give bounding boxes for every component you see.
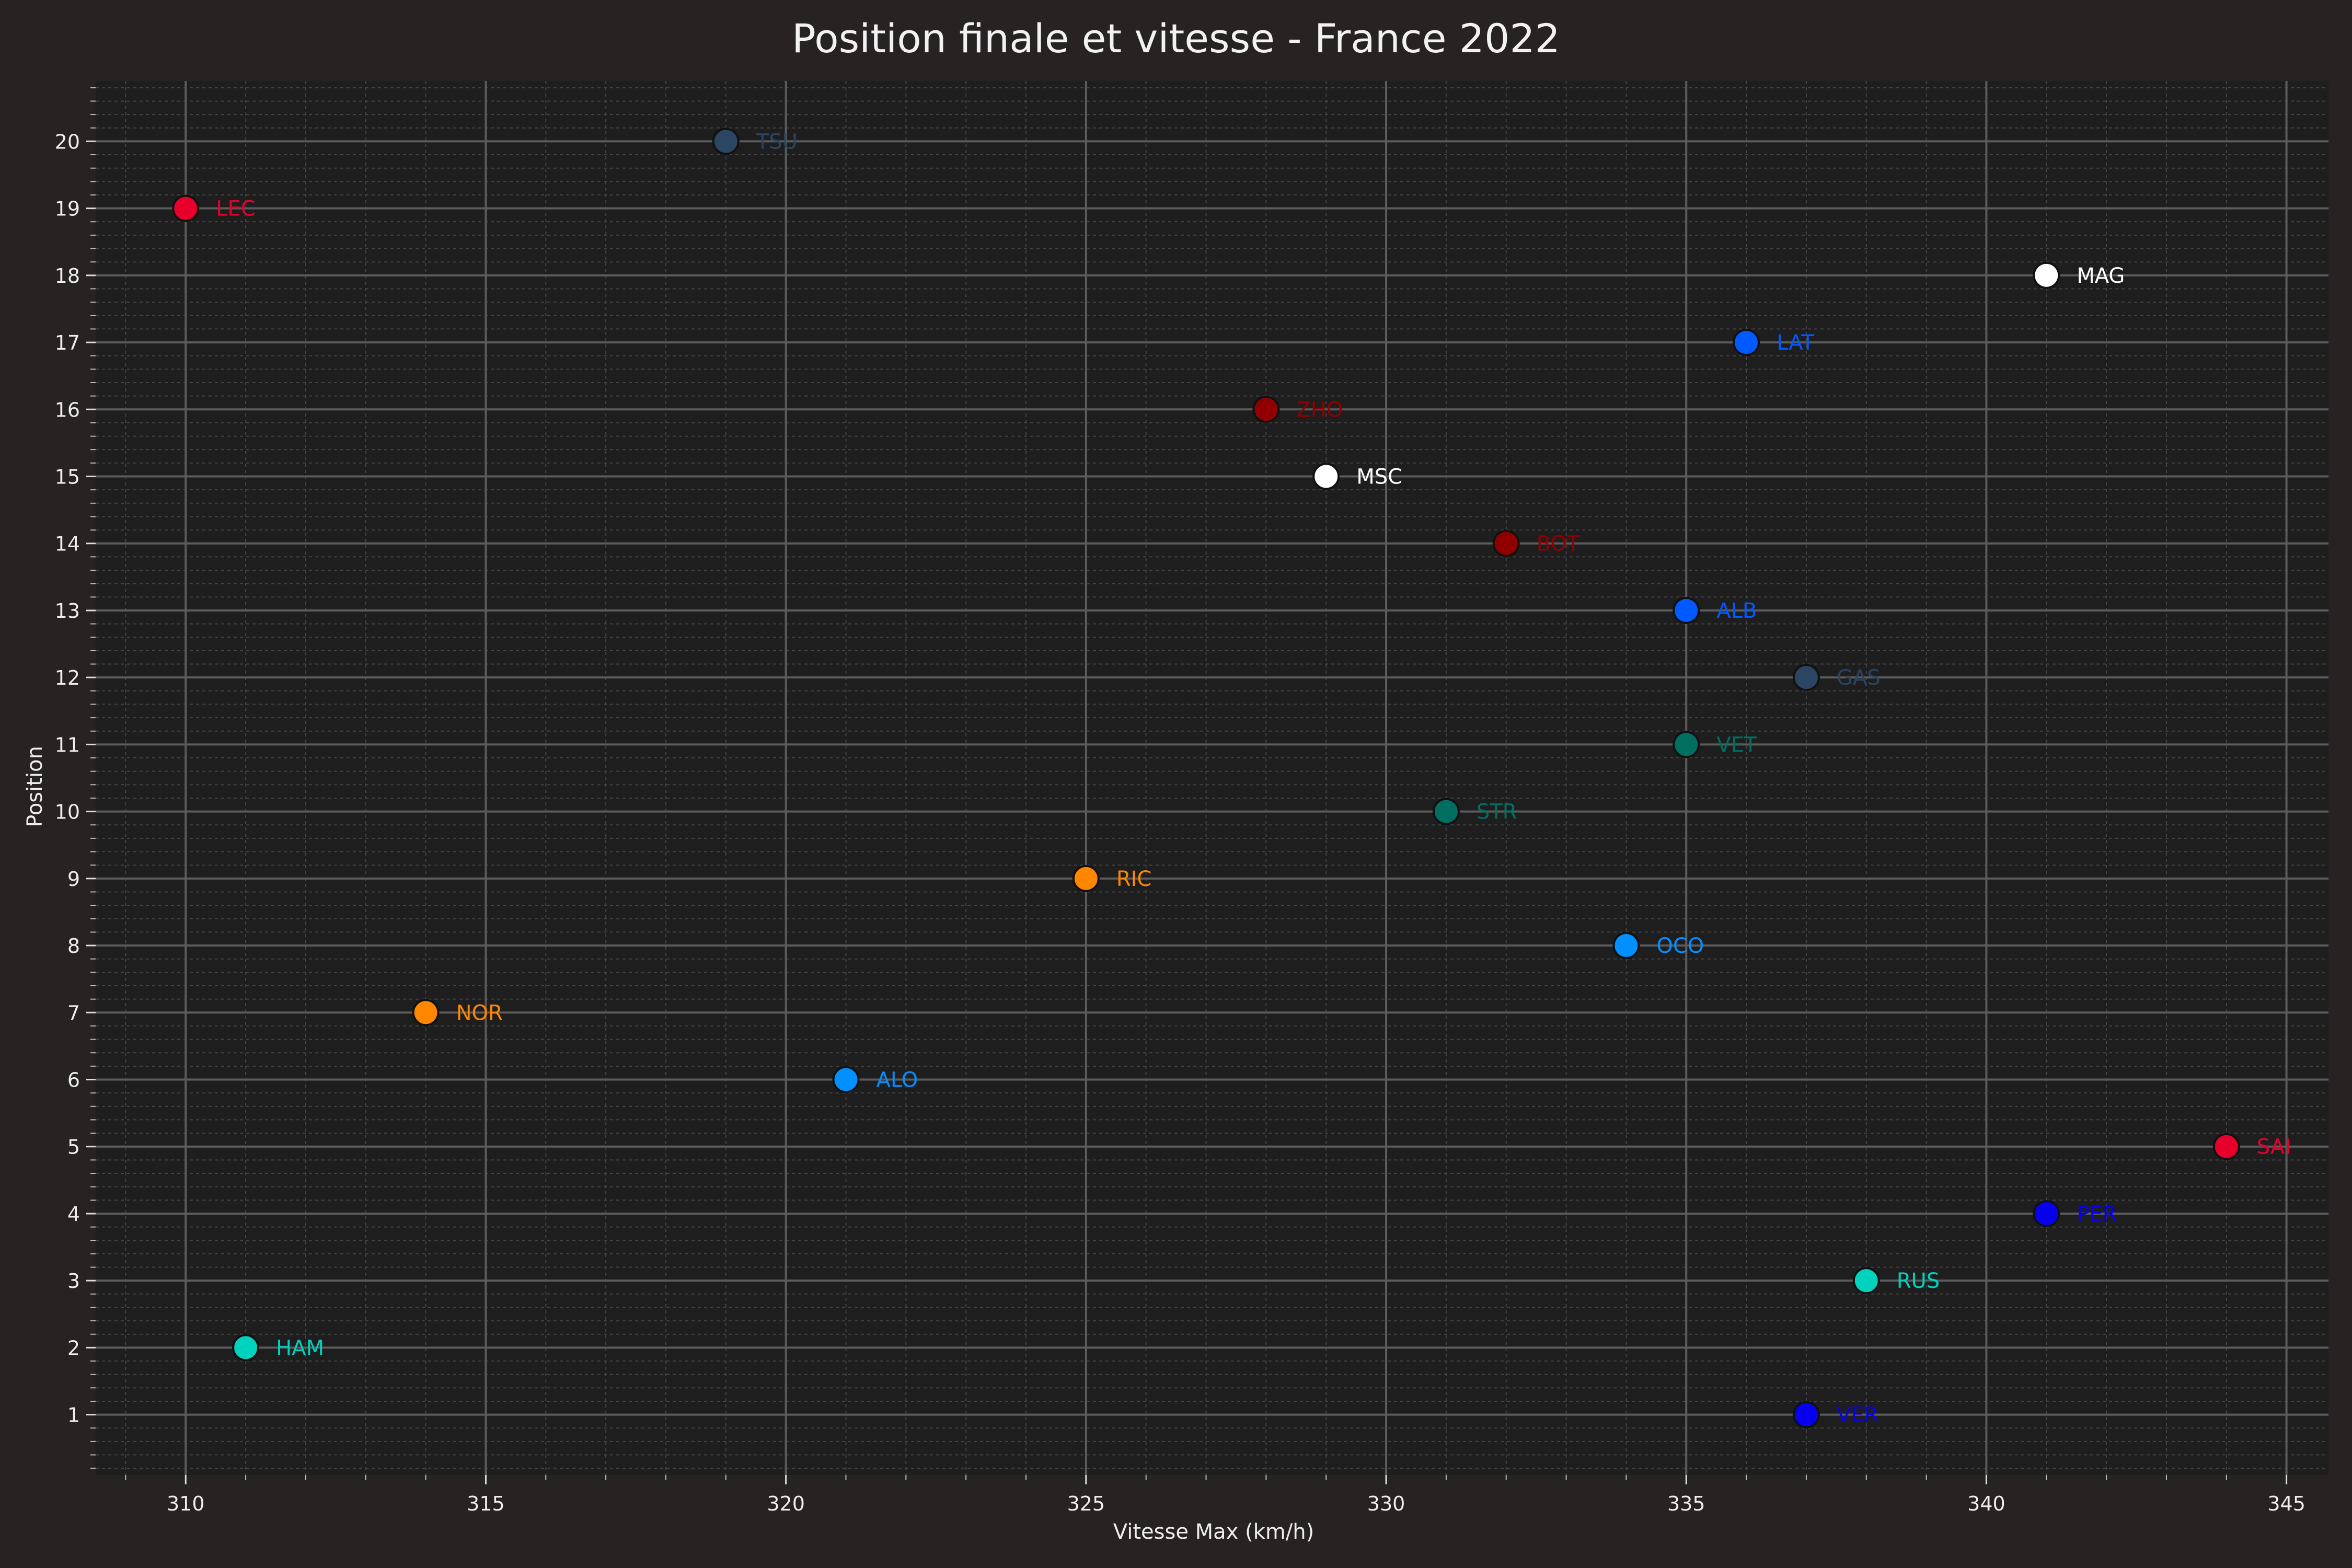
y-tick-label: 10 [55, 801, 80, 824]
x-tick-label: 330 [1367, 1492, 1405, 1515]
data-point-vet: VET [1673, 731, 1757, 758]
data-point-ham: HAM [232, 1334, 324, 1362]
y-tick-label: 11 [55, 733, 80, 756]
point-marker [1792, 664, 1820, 691]
point-label: GAS [1837, 666, 1881, 690]
data-point-alo: ALO [832, 1066, 918, 1093]
point-label: SAI [2257, 1135, 2291, 1159]
point-label: PER [2077, 1202, 2117, 1226]
data-point-msc: MSC [1312, 463, 1402, 490]
point-marker [712, 128, 740, 155]
point-label: STR [1477, 800, 1517, 824]
data-point-lec: LEC [172, 194, 256, 222]
point-marker [1612, 932, 1640, 960]
plot-area [96, 81, 2328, 1475]
point-marker [1432, 798, 1460, 825]
point-label: TSU [756, 130, 798, 154]
point-label: HAM [276, 1336, 324, 1360]
data-point-sai: SAI [2212, 1133, 2291, 1160]
x-tick-label: 345 [2267, 1492, 2305, 1515]
point-label: ALO [876, 1068, 918, 1092]
y-axis-label: Position [23, 746, 47, 827]
point-label: ZHO [1296, 398, 1343, 422]
point-label: VER [1837, 1403, 1878, 1427]
point-marker [1852, 1267, 1880, 1295]
data-point-gas: GAS [1792, 664, 1881, 691]
point-label: ALB [1716, 599, 1757, 623]
data-point-lat: LAT [1733, 329, 1815, 356]
x-tick-label: 320 [767, 1492, 805, 1515]
point-marker [1673, 731, 1700, 758]
y-tick-label: 20 [55, 130, 80, 153]
point-marker [1673, 596, 1700, 624]
point-marker [412, 999, 440, 1027]
x-tick-label: 310 [167, 1492, 205, 1515]
y-tick-label: 5 [67, 1136, 80, 1159]
data-point-ric: RIC [1072, 864, 1152, 892]
data-point-bot: BOT [1492, 529, 1580, 557]
point-marker [2212, 1133, 2240, 1160]
y-tick-label: 16 [55, 398, 80, 421]
point-marker [832, 1066, 860, 1093]
y-tick-label: 4 [67, 1203, 80, 1226]
point-marker [232, 1334, 260, 1362]
data-point-str: STR [1432, 798, 1517, 825]
point-label: RUS [1897, 1269, 1940, 1293]
point-marker [2033, 1200, 2060, 1227]
data-point-ver: VER [1792, 1401, 1878, 1428]
x-axis-label: Vitesse Max (km/h) [1113, 1520, 1314, 1544]
y-tick-label: 2 [67, 1336, 80, 1359]
y-tick-label: 13 [55, 599, 80, 622]
y-tick-label: 12 [55, 666, 80, 689]
y-tick-label: 17 [55, 331, 80, 354]
y-tick-label: 15 [55, 466, 80, 489]
y-tick-label: 19 [55, 198, 80, 221]
data-point-rus: RUS [1852, 1267, 1940, 1295]
point-label: LAT [1777, 331, 1814, 355]
point-label: RIC [1116, 867, 1152, 891]
y-tick-label: 14 [55, 533, 80, 556]
point-marker [1792, 1401, 1820, 1428]
data-point-per: PER [2033, 1200, 2117, 1227]
x-tick-label: 315 [467, 1492, 505, 1515]
y-tick-label: 3 [67, 1270, 80, 1293]
point-label: BOT [1537, 532, 1580, 556]
chart-title: Position finale et vitesse - France 2022 [792, 15, 1560, 62]
major-grid [96, 81, 2328, 1475]
data-point-mag: MAG [2033, 261, 2125, 289]
data-point-nor: NOR [412, 999, 503, 1027]
x-tick-label: 340 [1967, 1492, 2005, 1515]
data-point-tsu: TSU [712, 128, 798, 155]
point-label: MSC [1356, 465, 1402, 489]
data-points: TSU LEC MAG LAT ZHO MSC BOT ALB GAS VET STR RIC OCO N… [172, 128, 2291, 1428]
point-marker [2033, 261, 2060, 289]
y-tick-label: 7 [67, 1001, 80, 1024]
x-tick-label: 325 [1067, 1492, 1105, 1515]
point-label: MAG [2077, 264, 2125, 288]
point-marker [1072, 864, 1100, 892]
point-label: VET [1716, 733, 1757, 757]
point-marker [1492, 529, 1520, 557]
data-point-zho: ZHO [1252, 396, 1343, 423]
y-tick-label: 1 [67, 1404, 80, 1427]
data-point-oco: OCO [1612, 932, 1704, 960]
y-tick-label: 6 [67, 1068, 80, 1091]
x-tick-label: 335 [1667, 1492, 1705, 1515]
point-marker [1312, 463, 1340, 490]
point-label: LEC [216, 197, 256, 221]
point-label: NOR [456, 1001, 503, 1025]
y-tick-label: 18 [55, 264, 80, 287]
point-marker [172, 194, 200, 222]
data-point-alb: ALB [1673, 596, 1757, 624]
y-tick-label: 8 [67, 935, 80, 958]
y-tick-label: 9 [67, 868, 80, 891]
point-marker [1733, 329, 1760, 356]
x-tick-labels: 310 315 320 325 330 335 340 345 [167, 1492, 2305, 1515]
point-label: OCO [1656, 934, 1704, 958]
axis-ticks [86, 87, 2288, 1484]
point-marker [1252, 396, 1280, 423]
